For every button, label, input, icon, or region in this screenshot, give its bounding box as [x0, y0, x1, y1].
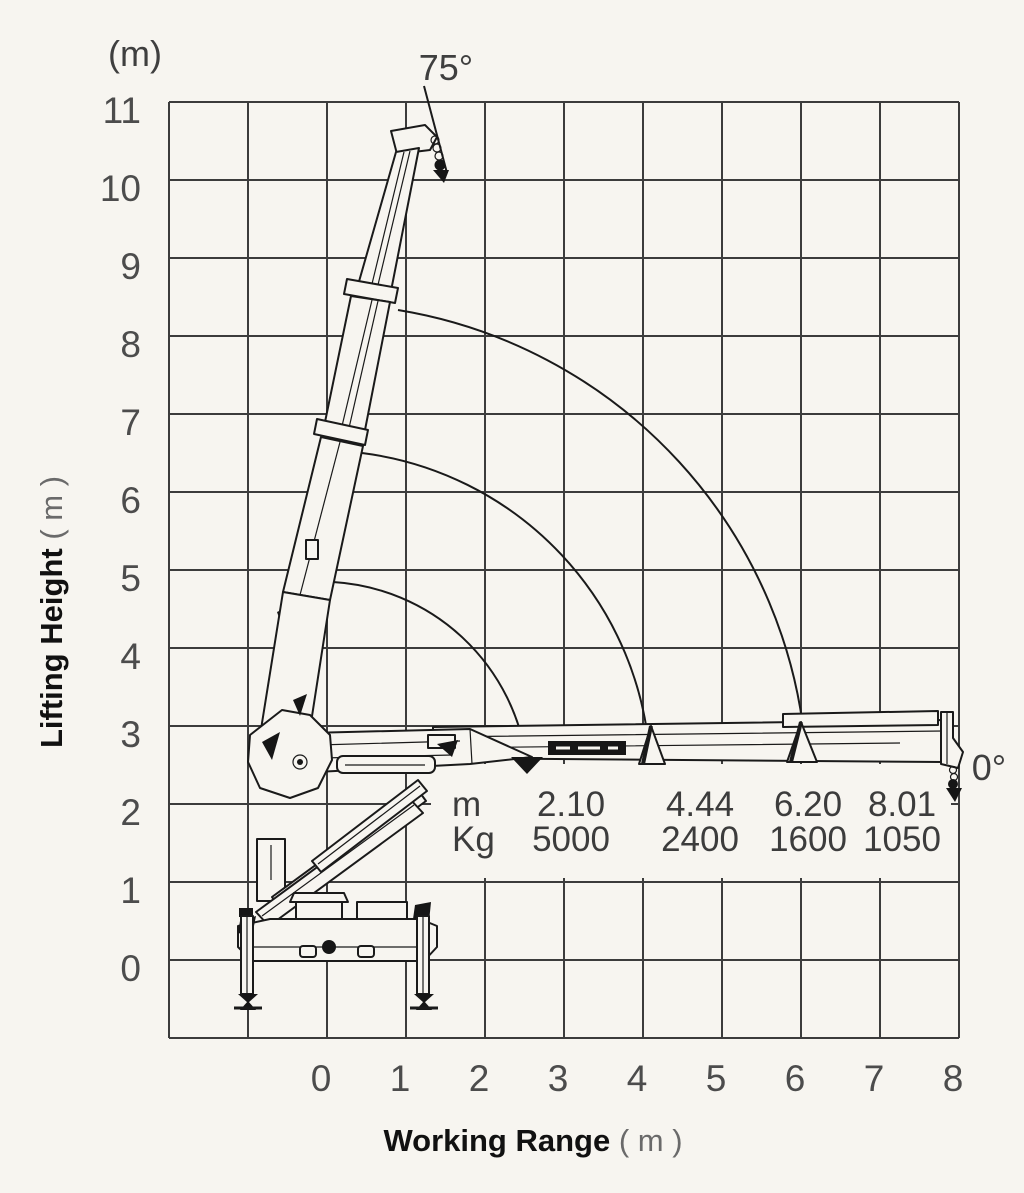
hook-0deg: [946, 765, 962, 802]
x-axis-title-unit: ( m ): [619, 1123, 683, 1158]
x-tick: 6: [785, 1058, 806, 1099]
y-tick: 2: [120, 792, 141, 833]
y-axis-title: Lifting Height ( m ): [34, 476, 69, 748]
horizontal-boom: [307, 710, 964, 774]
y-tick: 1: [120, 870, 141, 911]
y-tick: 0: [120, 948, 141, 989]
boom-angle-min-label: 0°: [972, 747, 1006, 788]
boom-path-arcs: [332, 309, 807, 765]
boom-angle-75-line: [423, 85, 448, 174]
y-tick: 5: [120, 558, 141, 599]
y-tick: 8: [120, 324, 141, 365]
table-capacity-value: 2400: [661, 820, 739, 859]
table-capacity-label: Kg: [452, 820, 495, 859]
x-axis-ticks: 0 1 2 3 4 5 6 7 8: [311, 1058, 964, 1099]
x-axis-title: Working Range ( m ): [383, 1123, 682, 1158]
y-axis-ticks: 11 10 9 8 7 6 5 4 3 2 1 0: [100, 90, 141, 989]
table-length-value: 6.20: [774, 785, 842, 824]
table-length-value: 2.10: [537, 785, 605, 824]
x-tick: 4: [627, 1058, 648, 1099]
y-tick: 11: [103, 90, 141, 131]
table-length-value: 4.44: [666, 785, 734, 824]
y-tick: 9: [120, 246, 141, 287]
y-tick: 10: [100, 168, 141, 209]
crane-base: [234, 694, 438, 1010]
table-capacity-value: 1600: [769, 820, 847, 859]
x-axis-title-main: Working Range: [383, 1123, 610, 1158]
x-tick: 2: [469, 1058, 490, 1099]
y-tick: 7: [120, 402, 141, 443]
y-tick: 3: [120, 714, 141, 755]
boom-angle-max-label: 75°: [419, 47, 473, 88]
y-axis-title-main: Lifting Height: [34, 548, 69, 748]
x-tick: 8: [943, 1058, 964, 1099]
x-tick: 7: [864, 1058, 885, 1099]
table-capacity-value: 1050: [863, 820, 941, 859]
arc-extension-3: [397, 309, 807, 756]
table-length-value: 8.01: [868, 785, 936, 824]
hook-75deg: [430, 135, 449, 183]
table-band: [431, 764, 951, 878]
table-length-label: m: [452, 785, 481, 824]
x-tick: 3: [548, 1058, 569, 1099]
y-tick: 4: [120, 636, 141, 677]
arc-extension-1: [332, 581, 528, 765]
arc-extension-2: [361, 452, 651, 761]
x-tick: 5: [706, 1058, 727, 1099]
x-tick: 1: [390, 1058, 411, 1099]
y-tick: 6: [120, 480, 141, 521]
y-axis-unit-label: (m): [108, 33, 162, 74]
main-boom-75: [257, 124, 438, 749]
load-table: m 2.10 4.44 6.20 8.01 Kg 5000 2400 1600 …: [452, 785, 941, 859]
x-tick: 0: [311, 1058, 332, 1099]
extension-markers: [511, 721, 818, 774]
table-capacity-value: 5000: [532, 820, 610, 859]
crane-illustration: [234, 124, 964, 1010]
y-axis-title-unit: ( m ): [34, 476, 69, 540]
